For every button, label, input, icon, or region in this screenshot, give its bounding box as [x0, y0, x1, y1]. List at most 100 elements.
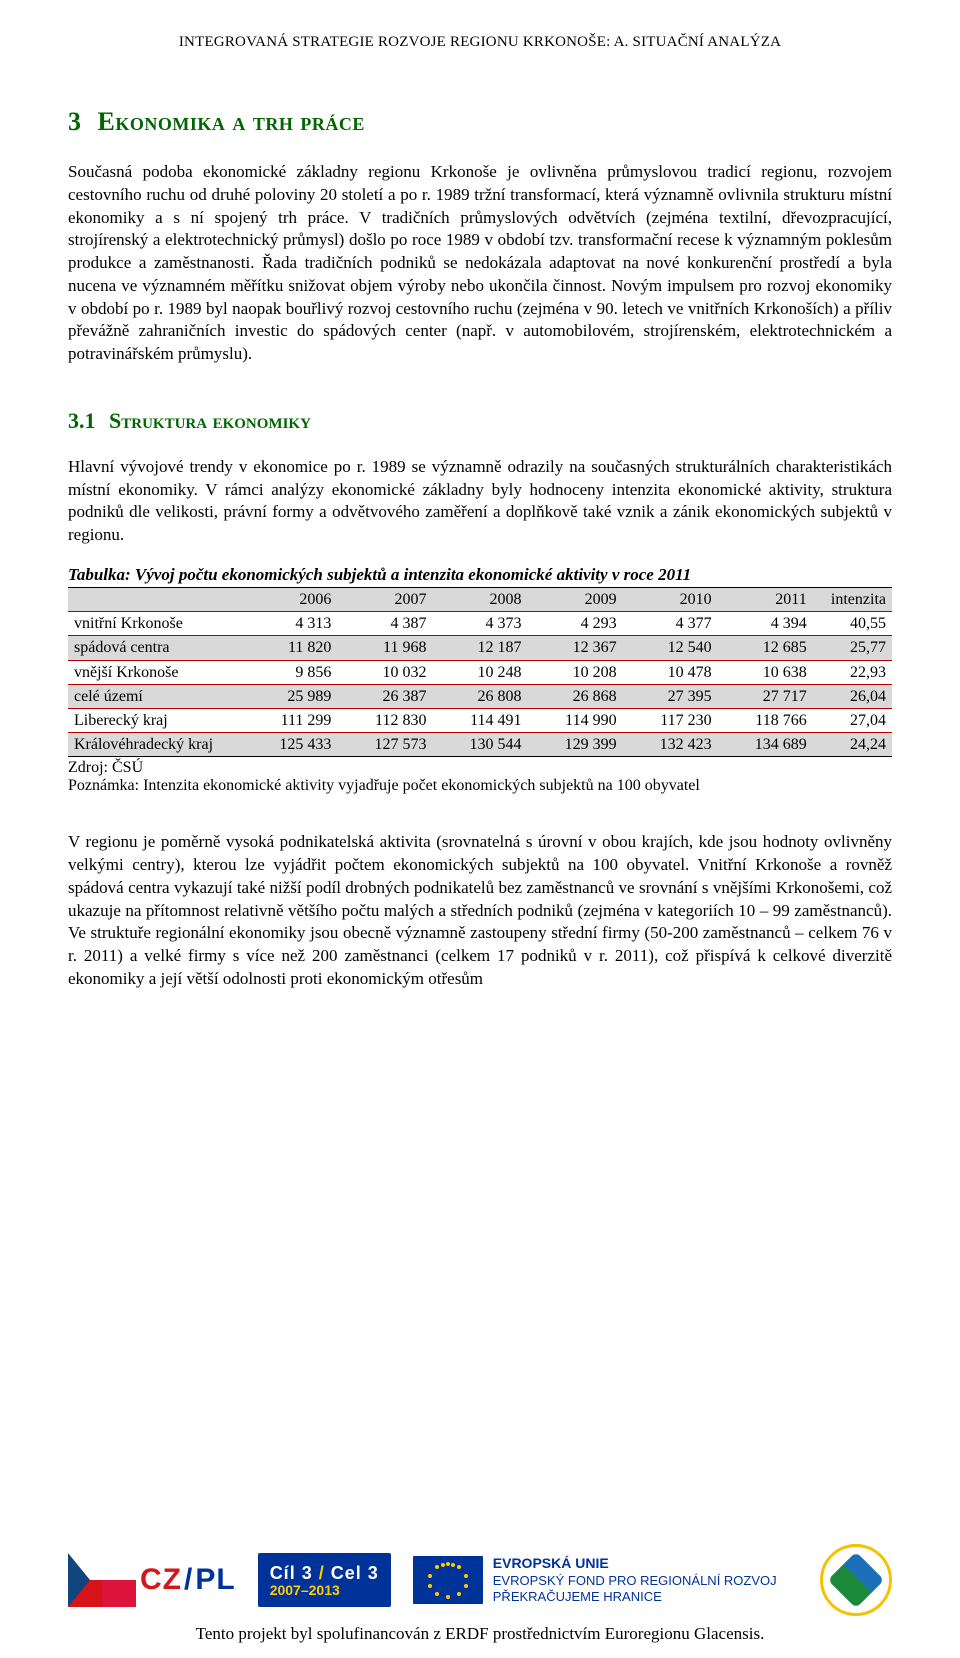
paragraph-1: Současná podoba ekonomické základny regi… [68, 161, 892, 366]
table-cell: 12 685 [718, 636, 813, 660]
table-cell: 11 820 [242, 636, 337, 660]
table-caption: Tabulka: Vývoj počtu ekonomických subjek… [68, 565, 892, 585]
section-number: 3 [68, 107, 81, 136]
table-row: spádová centra11 82011 96812 18712 36712… [68, 636, 892, 660]
table-cell: 9 856 [242, 660, 337, 684]
cil3-years: 2007–2013 [270, 1582, 340, 1598]
eu-line1: EVROPSKÁ UNIE [493, 1555, 777, 1573]
table-header-cell: intenzita [813, 587, 892, 611]
table-cell: 132 423 [623, 733, 718, 757]
table-cell: 112 830 [337, 708, 432, 732]
section-title: Ekonomika a trh práce [98, 107, 365, 136]
table-header-cell: 2006 [242, 587, 337, 611]
table-cell: 127 573 [337, 733, 432, 757]
table-cell: 27 717 [718, 684, 813, 708]
eu-text: EVROPSKÁ UNIE EVROPSKÝ FOND PRO REGIONÁL… [493, 1555, 777, 1605]
table-cell: 22,93 [813, 660, 892, 684]
table-cell: 118 766 [718, 708, 813, 732]
cil3-text-b: Cel 3 [331, 1563, 379, 1583]
logo-cil3: Cíl 3 / Cel 3 2007–2013 [258, 1553, 391, 1607]
flag-pl-icon [102, 1553, 136, 1607]
table-cell: 27,04 [813, 708, 892, 732]
table-header-cell: 2009 [528, 587, 623, 611]
table-cell: 25,77 [813, 636, 892, 660]
eu-line2: EVROPSKÝ FOND PRO REGIONÁLNÍ ROZVOJ [493, 1573, 777, 1588]
subsection-number: 3.1 [68, 408, 96, 433]
table-row: Liberecký kraj111 299112 830114 491114 9… [68, 708, 892, 732]
subsection-title: Struktura ekonomiky [109, 408, 311, 433]
table-cell: 114 990 [528, 708, 623, 732]
table-row-label: Královéhradecký kraj [68, 733, 242, 757]
flag-cz-icon [68, 1553, 102, 1607]
footer: CZ / PL Cíl 3 / Cel 3 2007–2013 [68, 1544, 892, 1644]
eu-flag-icon [413, 1556, 483, 1604]
czpl-separator: / [182, 1563, 195, 1597]
czpl-pl-text: PL [195, 1563, 235, 1597]
table-cell: 134 689 [718, 733, 813, 757]
table-row-label: spádová centra [68, 636, 242, 660]
table-cell: 117 230 [623, 708, 718, 732]
table-cell: 26,04 [813, 684, 892, 708]
table-body: 200620072008200920102011intenzitavnitřní… [68, 587, 892, 756]
table-cell: 10 032 [337, 660, 432, 684]
table-cell: 10 208 [528, 660, 623, 684]
table-cell: 26 387 [337, 684, 432, 708]
table-cell: 10 478 [623, 660, 718, 684]
table-header-empty [68, 587, 242, 611]
table-cell: 129 399 [528, 733, 623, 757]
table-cell: 40,55 [813, 612, 892, 636]
page: INTEGROVANÁ STRATEGIE ROZVOJE REGIONU KR… [0, 0, 960, 1658]
table-row: celé území25 98926 38726 80826 86827 395… [68, 684, 892, 708]
table-row: Královéhradecký kraj125 433127 573130 54… [68, 733, 892, 757]
data-table: 200620072008200920102011intenzitavnitřní… [68, 587, 892, 757]
paragraph-2: Hlavní vývojové trendy v ekonomice po r.… [68, 456, 892, 547]
subsection-heading: 3.1 Struktura ekonomiky [68, 408, 892, 434]
table-cell: 114 491 [432, 708, 527, 732]
table-header-row: 200620072008200920102011intenzita [68, 587, 892, 611]
cil3-line2: 2007–2013 [270, 1582, 379, 1598]
logo-eu: EVROPSKÁ UNIE EVROPSKÝ FOND PRO REGIONÁL… [413, 1555, 777, 1605]
table-cell: 10 638 [718, 660, 813, 684]
table-cell: 12 540 [623, 636, 718, 660]
table-cell: 4 373 [432, 612, 527, 636]
table-cell: 4 377 [623, 612, 718, 636]
table-row-label: vnitřní Krkonoše [68, 612, 242, 636]
running-head: INTEGROVANÁ STRATEGIE ROZVOJE REGIONU KR… [68, 34, 892, 51]
table-row-label: celé území [68, 684, 242, 708]
table-row-label: vnější Krkonoše [68, 660, 242, 684]
logo-czpl: CZ / PL [68, 1553, 236, 1607]
table-row: vnitřní Krkonoše4 3134 3874 3734 2934 37… [68, 612, 892, 636]
table-cell: 130 544 [432, 733, 527, 757]
cil3-text-a: Cíl 3 [270, 1563, 313, 1583]
table-cell: 4 293 [528, 612, 623, 636]
table-note: Poznámka: Intenzita ekonomické aktivity … [68, 777, 892, 795]
czpl-cz-text: CZ [140, 1563, 182, 1597]
table-header-cell: 2007 [337, 587, 432, 611]
table-cell: 12 367 [528, 636, 623, 660]
footer-text: Tento projekt byl spolufinancován z ERDF… [68, 1624, 892, 1644]
table-cell: 4 313 [242, 612, 337, 636]
table-cell: 4 394 [718, 612, 813, 636]
table-header-cell: 2011 [718, 587, 813, 611]
cil3-slash: / [319, 1563, 331, 1583]
table-cell: 26 868 [528, 684, 623, 708]
logo-glacensis-icon [820, 1544, 892, 1616]
logo-row: CZ / PL Cíl 3 / Cel 3 2007–2013 [68, 1544, 892, 1616]
table-cell: 4 387 [337, 612, 432, 636]
section-heading: 3 Ekonomika a trh práce [68, 107, 892, 137]
paragraph-3: V regionu je poměrně vysoká podnikatelsk… [68, 831, 892, 990]
table-cell: 25 989 [242, 684, 337, 708]
table-cell: 24,24 [813, 733, 892, 757]
table-cell: 11 968 [337, 636, 432, 660]
table-row-label: Liberecký kraj [68, 708, 242, 732]
eu-line3: PŘEKRAČUJEME HRANICE [493, 1589, 662, 1604]
table-cell: 27 395 [623, 684, 718, 708]
table-cell: 26 808 [432, 684, 527, 708]
table-header-cell: 2008 [432, 587, 527, 611]
table-row: vnější Krkonoše9 85610 03210 24810 20810… [68, 660, 892, 684]
table-header-cell: 2010 [623, 587, 718, 611]
table-cell: 125 433 [242, 733, 337, 757]
table-cell: 12 187 [432, 636, 527, 660]
table-cell: 10 248 [432, 660, 527, 684]
table-source: Zdroj: ČSÚ [68, 759, 892, 777]
